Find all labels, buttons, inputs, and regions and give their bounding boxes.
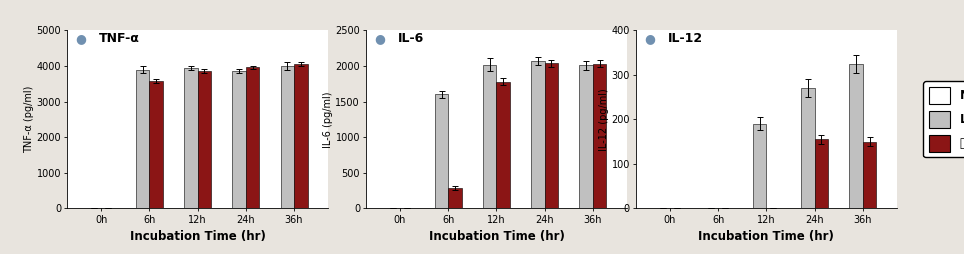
X-axis label: Incubation Time (hr): Incubation Time (hr) — [130, 230, 265, 243]
Text: TNF-α: TNF-α — [98, 32, 140, 45]
Text: IL-12: IL-12 — [667, 32, 703, 45]
Bar — [136, 70, 149, 208]
Bar — [849, 64, 863, 208]
Text: IL-6: IL-6 — [397, 32, 424, 45]
Bar — [281, 66, 294, 208]
Text: ●: ● — [374, 32, 385, 45]
Bar — [149, 81, 163, 208]
Bar — [496, 82, 510, 208]
Bar — [801, 88, 815, 208]
Bar — [435, 94, 448, 208]
Bar — [294, 64, 308, 208]
Bar — [184, 68, 198, 208]
Text: ●: ● — [75, 32, 86, 45]
Bar — [863, 142, 876, 208]
X-axis label: Incubation Time (hr): Incubation Time (hr) — [699, 230, 834, 243]
Bar — [198, 71, 211, 208]
Y-axis label: IL-12 (pg/ml): IL-12 (pg/ml) — [599, 88, 608, 151]
Bar — [593, 64, 606, 208]
Bar — [579, 65, 593, 208]
Bar — [232, 71, 246, 208]
Y-axis label: TNF-α (pg/ml): TNF-α (pg/ml) — [24, 86, 34, 153]
Bar — [246, 68, 259, 208]
Text: ●: ● — [644, 32, 655, 45]
Legend: NC, LPS, 단삼: NC, LPS, 단삼 — [924, 81, 964, 157]
Y-axis label: IL-6 (pg/ml): IL-6 (pg/ml) — [323, 91, 333, 148]
Bar — [531, 61, 545, 208]
Bar — [753, 124, 766, 208]
Bar — [448, 188, 462, 208]
Bar — [483, 65, 496, 208]
X-axis label: Incubation Time (hr): Incubation Time (hr) — [429, 230, 564, 243]
Bar — [815, 139, 828, 208]
Bar — [545, 63, 558, 208]
